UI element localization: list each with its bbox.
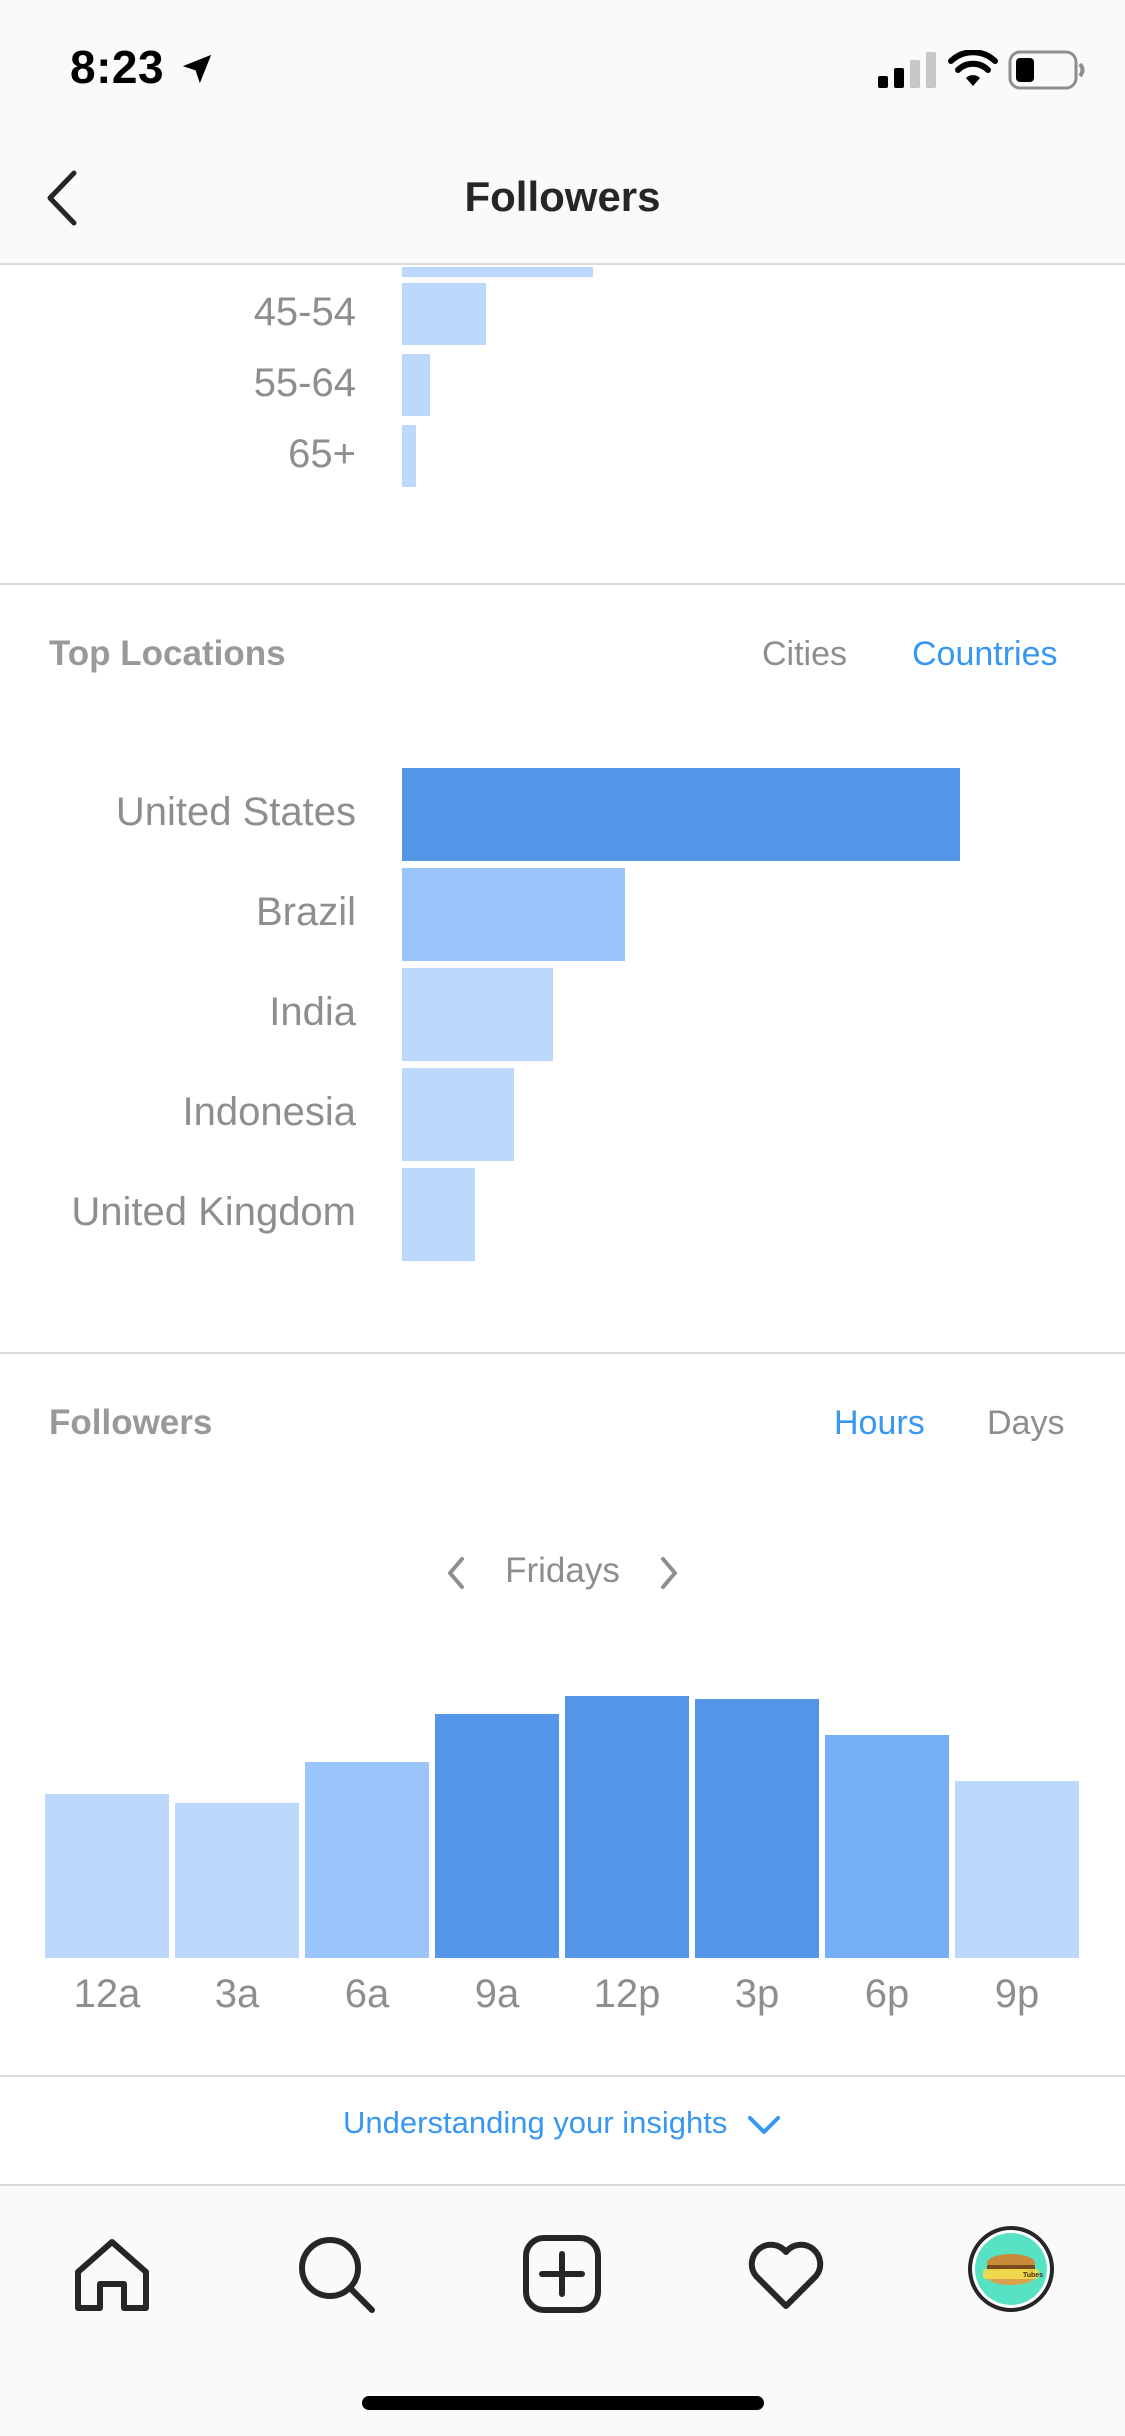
age-label: 65+ (288, 432, 356, 476)
age-bar-65-plus (402, 425, 416, 487)
location-bar-united-kingdom (402, 1168, 475, 1261)
hour-bar-3a (175, 1803, 299, 1958)
section-divider (0, 583, 1125, 585)
avatar-brand-text: Tubes (1023, 2272, 1043, 2279)
battery-icon (1008, 50, 1085, 90)
status-time: 8:23 (70, 41, 165, 93)
day-label: Fridays (505, 1551, 620, 1590)
section-title: Followers (49, 1403, 213, 1442)
understanding-insights-link[interactable]: Understanding your insights (0, 2105, 1125, 2141)
age-bar-truncated (402, 267, 593, 277)
hour-tick-label: 3a (214, 1972, 260, 2016)
hour-bar-12p (565, 1696, 689, 1958)
hour-tick-label: 12p (593, 1972, 661, 2016)
hour-bar-6p (825, 1735, 949, 1958)
page-title: Followers (464, 173, 661, 220)
age-bar-45-54 (402, 283, 486, 345)
chevron-down-icon (747, 2115, 780, 2134)
toggle-countries[interactable]: Countries (912, 635, 1058, 673)
section-divider (0, 2075, 1125, 2077)
toggle-hours[interactable]: Hours (834, 1404, 925, 1442)
hour-bar-3p (695, 1699, 819, 1958)
search-icon[interactable] (294, 2232, 378, 2316)
back-chevron-icon[interactable] (38, 165, 88, 231)
nav-bar: Followers (0, 135, 1125, 265)
avatar-image: Tubes (975, 2233, 1047, 2305)
hour-bar-12a (45, 1794, 169, 1958)
location-label: India (269, 990, 356, 1034)
location-bar-india (402, 968, 553, 1061)
hour-bar-9a (435, 1714, 559, 1958)
toggle-cities[interactable]: Cities (762, 635, 848, 673)
location-label: Indonesia (182, 1090, 356, 1134)
age-bar-55-64 (402, 354, 430, 416)
hour-bar-9p (955, 1781, 1079, 1958)
location-label: United Kingdom (71, 1190, 356, 1234)
hour-tick-label: 3p (734, 1972, 780, 2016)
location-arrow-icon (182, 54, 212, 84)
age-label: 55-64 (253, 361, 356, 405)
location-bar-brazil (402, 868, 626, 961)
location-bar-indonesia (402, 1068, 514, 1161)
toggle-days[interactable]: Days (987, 1404, 1065, 1442)
prev-chevron-icon[interactable] (442, 1553, 470, 1593)
section-title: Top Locations (49, 634, 286, 673)
hour-tick-label: 12a (73, 1972, 141, 2016)
location-label: Brazil (255, 890, 356, 934)
day-selector: Fridays (0, 1545, 1125, 1605)
signal-icon (878, 52, 936, 88)
hour-tick-label: 6a (344, 1972, 390, 2016)
insights-link-text: Understanding your insights (343, 2105, 728, 2140)
hour-bar-6a (305, 1762, 429, 1958)
location-label: United States (115, 790, 356, 834)
add-post-icon[interactable] (520, 2232, 604, 2316)
section-divider (0, 1352, 1125, 1354)
heart-icon[interactable] (744, 2232, 828, 2316)
hour-tick-label: 6p (864, 1972, 910, 2016)
wifi-icon (948, 50, 998, 86)
location-bar-united-states (402, 768, 960, 861)
age-label: 45-54 (253, 290, 356, 334)
next-chevron-icon[interactable] (655, 1553, 683, 1593)
profile-avatar[interactable]: Tubes (968, 2226, 1054, 2312)
hour-tick-label: 9a (474, 1972, 520, 2016)
hour-tick-label: 9p (994, 1972, 1040, 2016)
home-indicator (362, 2396, 764, 2410)
tab-bar: Tubes (0, 2184, 1125, 2436)
home-icon[interactable] (70, 2232, 154, 2316)
status-bar: 8:23 (0, 0, 1125, 135)
